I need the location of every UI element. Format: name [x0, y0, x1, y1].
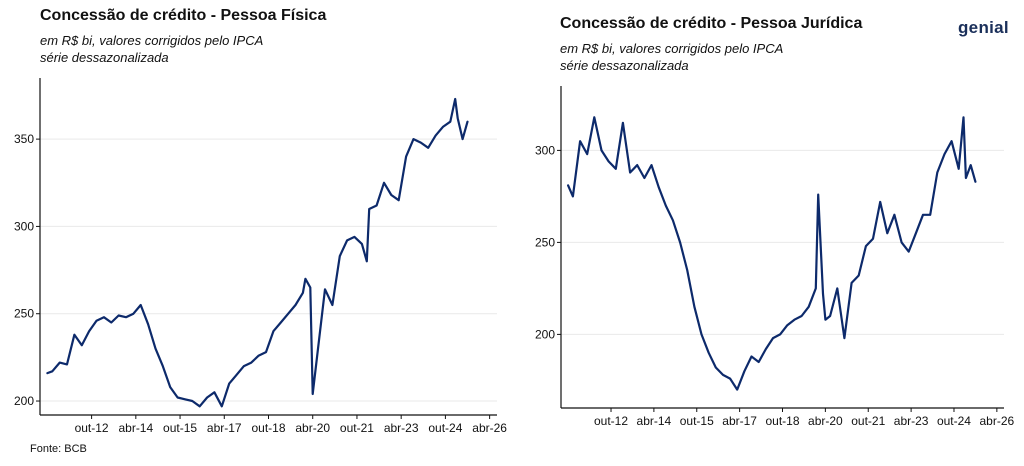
x-tick-label: out-21 — [340, 421, 374, 435]
genial-logo: genial — [958, 18, 1009, 37]
chart-title-pf: Concessão de crédito - Pessoa Física — [40, 7, 327, 24]
x-tick-label: abr-17 — [207, 421, 242, 435]
x-tick-label: out-24 — [937, 414, 971, 428]
x-tick-label: out-21 — [851, 414, 885, 428]
series-line — [566, 116, 977, 391]
series-line — [46, 97, 469, 408]
y-tick-label: 300 — [14, 219, 34, 233]
subtitle-line-1: em R$ bi, valores corrigidos pelo IPCA — [560, 41, 784, 56]
x-tick-label: abr-20 — [295, 421, 330, 435]
y-tick-label: 250 — [14, 307, 34, 321]
chart-subtitle-pj: em R$ bi, valores corrigidos pelo IPCA s… — [560, 40, 783, 74]
x-tick-label: abr-20 — [808, 414, 843, 428]
chart-title-pj: Concessão de crédito - Pessoa Jurídica — [560, 15, 863, 32]
x-tick-label: abr-14 — [637, 414, 672, 428]
x-tick-label: abr-14 — [118, 421, 153, 435]
chart-subtitle-pf: em R$ bi, valores corrigidos pelo IPCA s… — [40, 32, 263, 66]
source-note: Fonte: BCB — [30, 443, 87, 455]
subtitle-line-1: em R$ bi, valores corrigidos pelo IPCA — [40, 33, 264, 48]
x-tick-label: abr-26 — [980, 414, 1015, 428]
x-tick-label: out-12 — [594, 414, 628, 428]
x-tick-label: abr-17 — [722, 414, 757, 428]
x-tick-label: out-15 — [680, 414, 714, 428]
x-tick-label: out-15 — [163, 421, 197, 435]
y-tick-label: 200 — [535, 327, 555, 341]
y-tick-label: 300 — [535, 143, 555, 157]
x-tick-label: out-24 — [428, 421, 462, 435]
x-tick-label: abr-23 — [384, 421, 419, 435]
x-tick-label: abr-23 — [894, 414, 929, 428]
x-tick-label: out-18 — [251, 421, 285, 435]
y-tick-label: 200 — [14, 394, 34, 408]
x-tick-label: out-18 — [765, 414, 799, 428]
x-tick-label: out-12 — [75, 421, 109, 435]
y-tick-label: 350 — [14, 132, 34, 146]
subtitle-line-2: série dessazonalizada — [560, 58, 689, 73]
y-tick-label: 250 — [535, 235, 555, 249]
x-tick-label: abr-26 — [472, 421, 507, 435]
subtitle-line-2: série dessazonalizada — [40, 50, 169, 65]
